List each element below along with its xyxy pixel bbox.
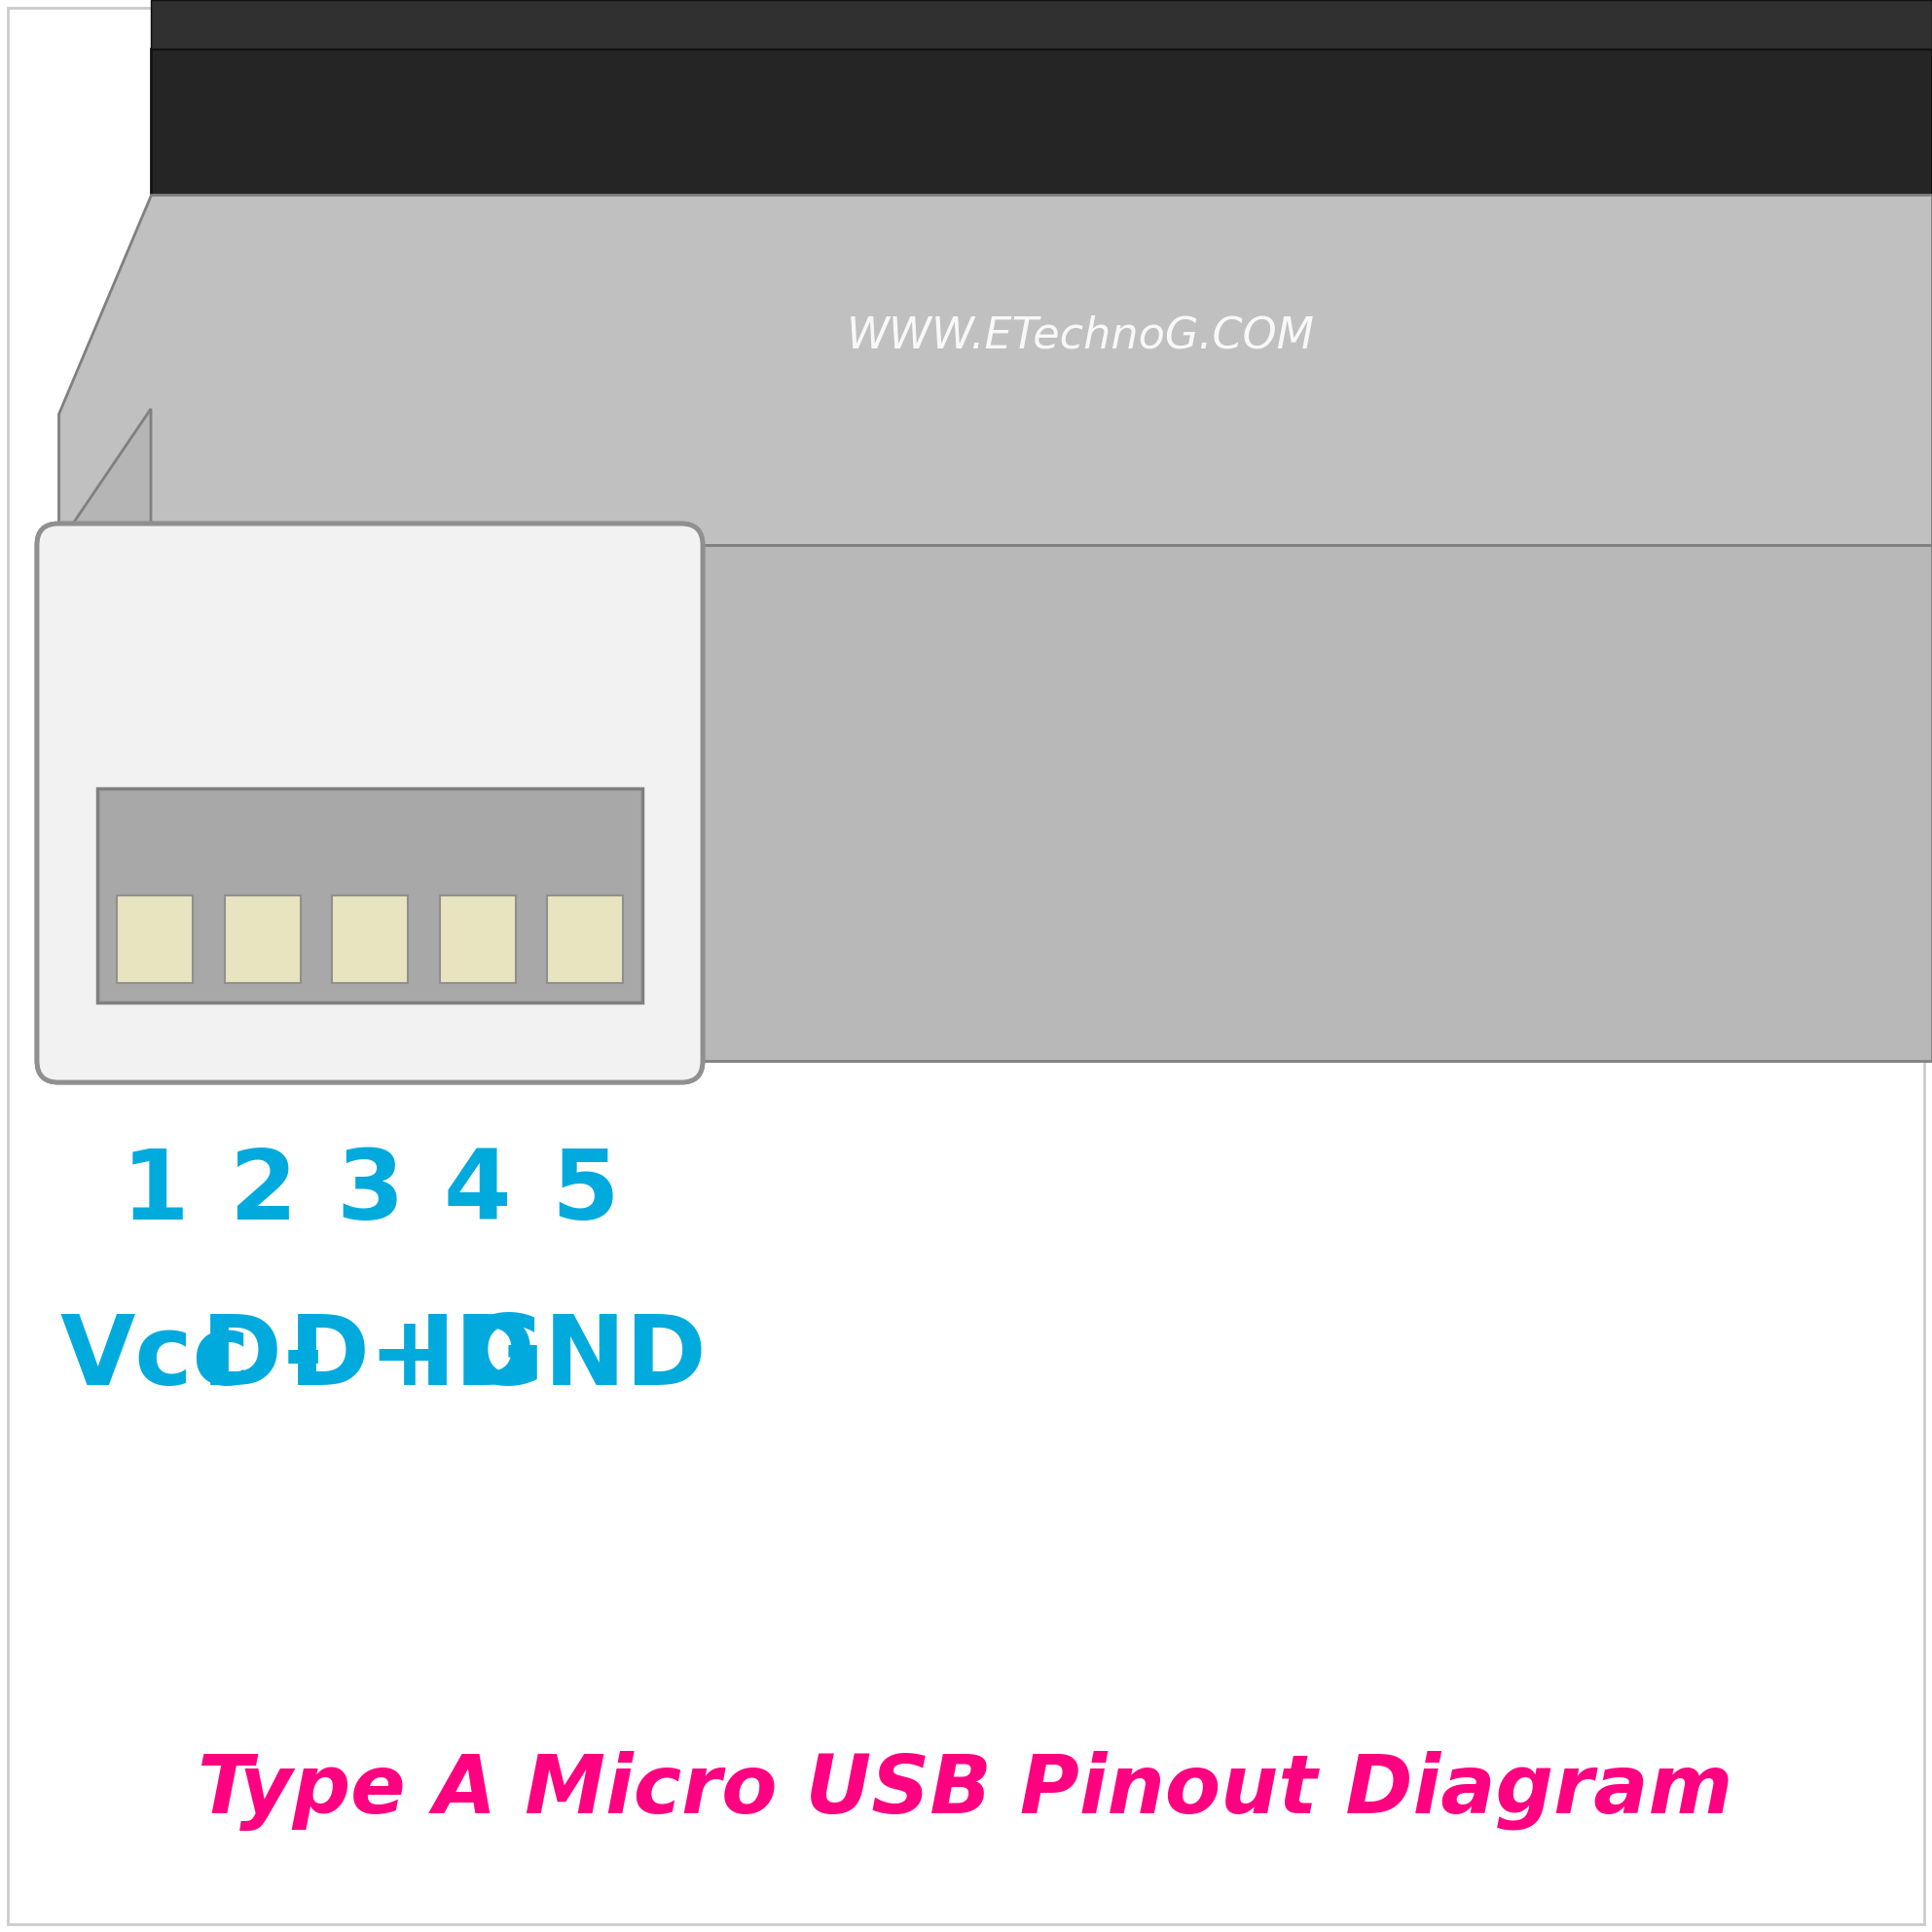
Bar bbox=[547, 895, 622, 983]
Text: GND: GND bbox=[464, 1310, 705, 1405]
Polygon shape bbox=[151, 0, 1932, 48]
Polygon shape bbox=[682, 545, 1932, 1061]
Text: 4: 4 bbox=[444, 1146, 512, 1240]
Text: ID: ID bbox=[419, 1310, 535, 1405]
Polygon shape bbox=[58, 410, 151, 1061]
Bar bbox=[332, 895, 408, 983]
Text: 5: 5 bbox=[551, 1146, 618, 1240]
Text: 1: 1 bbox=[122, 1146, 189, 1240]
Bar bbox=[439, 895, 516, 983]
Text: WWW.ETechnoG.COM: WWW.ETechnoG.COM bbox=[846, 315, 1316, 357]
Text: D+: D+ bbox=[288, 1310, 450, 1405]
Bar bbox=[97, 788, 641, 1003]
Bar bbox=[224, 895, 299, 983]
FancyBboxPatch shape bbox=[37, 524, 703, 1082]
Polygon shape bbox=[151, 195, 1932, 410]
Text: D-: D- bbox=[201, 1310, 325, 1405]
Text: Vcc: Vcc bbox=[60, 1310, 249, 1405]
Text: 2: 2 bbox=[228, 1146, 296, 1240]
Text: Type A Micro USB Pinout Diagram: Type A Micro USB Pinout Diagram bbox=[197, 1750, 1733, 1832]
Polygon shape bbox=[151, 48, 1932, 410]
Polygon shape bbox=[58, 195, 1932, 545]
FancyBboxPatch shape bbox=[37, 524, 703, 1082]
Bar bbox=[116, 895, 193, 983]
Text: 3: 3 bbox=[336, 1146, 404, 1240]
